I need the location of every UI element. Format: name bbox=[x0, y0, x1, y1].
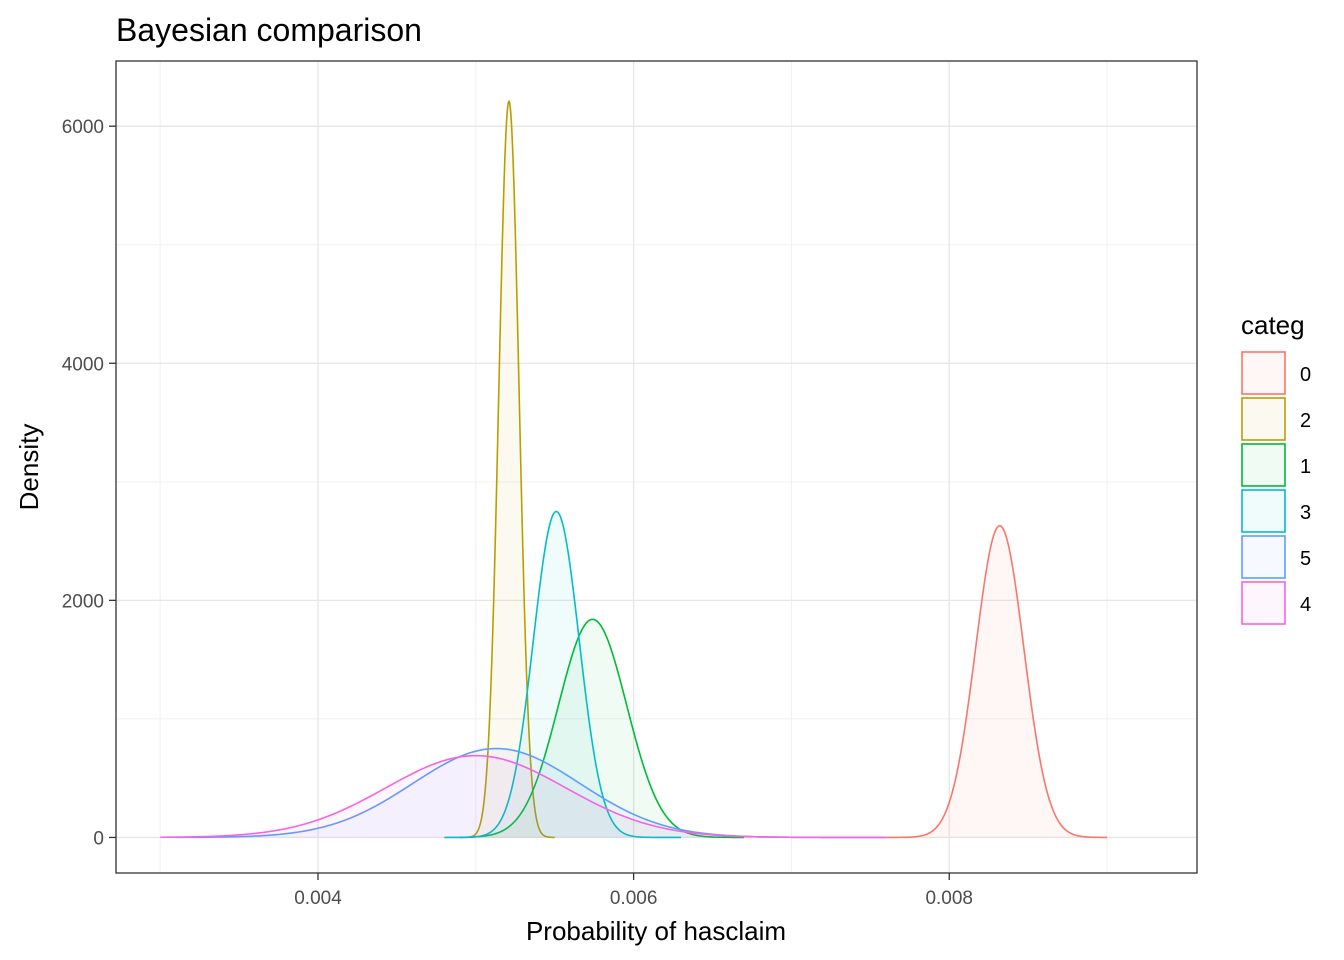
density-line-0 bbox=[886, 524, 1108, 839]
y-axis-title: Density bbox=[14, 424, 44, 511]
density-line-3 bbox=[444, 510, 681, 839]
density-line-4 bbox=[160, 754, 887, 839]
y-tick-label: 4000 bbox=[62, 354, 104, 375]
plot-panel bbox=[115, 60, 1198, 874]
legend-label-2: 2 bbox=[1300, 410, 1311, 432]
y-axis: 0 2000 4000 6000 bbox=[62, 117, 116, 849]
density-area-0 bbox=[886, 525, 1108, 838]
density-area-4 bbox=[160, 755, 887, 838]
panel-background bbox=[116, 61, 1197, 873]
legend-key-1 bbox=[1241, 443, 1286, 487]
y-tick-label: 0 bbox=[93, 828, 104, 849]
x-tick-label: 0.008 bbox=[925, 888, 973, 909]
x-tick-label: 0.004 bbox=[294, 888, 342, 909]
legend-key-5 bbox=[1241, 535, 1286, 579]
x-axis-title: Probability of hasclaim bbox=[526, 916, 786, 946]
density-area-1 bbox=[460, 619, 745, 838]
chart-title: Bayesian comparison bbox=[116, 12, 422, 48]
density-line-1 bbox=[460, 618, 745, 839]
legend-title: categ bbox=[1241, 310, 1305, 340]
density-area-5 bbox=[175, 748, 887, 838]
legend-key-4 bbox=[1241, 581, 1286, 625]
legend-label-1: 1 bbox=[1300, 456, 1311, 478]
legend-label-4: 4 bbox=[1300, 594, 1311, 616]
y-tick-label: 2000 bbox=[62, 591, 104, 612]
density-area-3 bbox=[444, 511, 681, 838]
density-area-2 bbox=[460, 101, 555, 838]
grid-minor bbox=[116, 61, 1197, 873]
legend-key-2 bbox=[1241, 397, 1286, 441]
density-series bbox=[160, 100, 1108, 839]
x-axis: 0.004 0.006 0.008 bbox=[294, 873, 973, 909]
y-tick-label: 6000 bbox=[62, 117, 104, 138]
legend: categ 0 2 1 3 5 4 bbox=[1241, 310, 1311, 625]
legend-label-0: 0 bbox=[1300, 364, 1311, 386]
legend-key-3 bbox=[1241, 489, 1286, 533]
legend-label-3: 3 bbox=[1300, 502, 1311, 524]
density-line-2 bbox=[460, 100, 555, 839]
x-tick-label: 0.006 bbox=[610, 888, 658, 909]
legend-key-0 bbox=[1241, 351, 1286, 395]
panel-border bbox=[115, 60, 1198, 874]
legend-label-5: 5 bbox=[1300, 548, 1311, 570]
